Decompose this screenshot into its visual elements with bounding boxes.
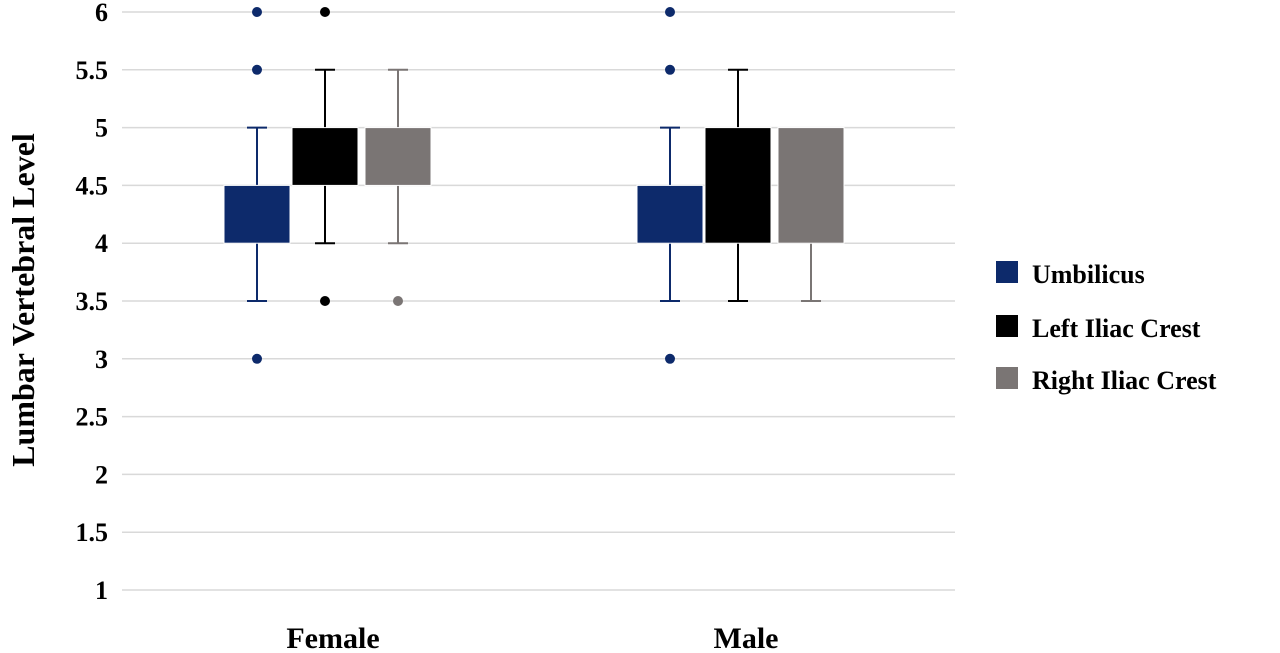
outlier-point [665,7,675,17]
legend-label: Left Iliac Crest [1032,314,1201,343]
outlier-point [252,7,262,17]
y-tick-label: 5 [95,114,108,143]
y-axis-ticks: 1 1.5 2 2.5 3 3.5 4 4.5 5 5.5 6 [76,0,109,605]
box-umbilicus-male [636,7,704,364]
box-body [364,127,432,186]
y-tick-label: 4 [95,229,108,258]
y-tick-label: 2.5 [76,403,109,432]
legend-item: Left Iliac Crest [996,314,1201,343]
y-tick-label: 5.5 [76,56,109,85]
box-right-iliac-crest-male [777,127,845,302]
box-right-iliac-crest-female [364,68,432,306]
y-tick-label: 1.5 [76,518,109,547]
box-body [291,127,359,186]
box-left-iliac-crest-male [704,68,772,302]
y-tick-label: 1 [95,576,108,605]
outlier-point [665,353,675,364]
y-axis-label: Lumbar Vertebral Level [5,133,41,467]
legend-label: Umbilicus [1032,260,1145,289]
box-left-iliac-crest-female [291,7,359,306]
outlier-point [252,64,262,75]
box-body [777,127,845,244]
box-body [636,184,704,244]
y-tick-label: 3.5 [76,287,109,316]
legend-swatch [996,261,1018,283]
x-category-label: Male [714,622,779,653]
legend-swatch [996,315,1018,337]
outlier-point [320,296,330,306]
box-body [704,127,772,244]
y-tick-label: 6 [95,0,108,27]
legend: Umbilicus Left Iliac Crest Right Iliac Cre… [996,260,1217,395]
y-tick-label: 4.5 [76,171,109,200]
y-tick-label: 3 [95,345,108,374]
legend-swatch [996,367,1018,389]
outlier-point [252,353,262,364]
y-tick-label: 2 [95,460,108,489]
x-category-label: Female [286,622,379,653]
box-plot-series [223,7,845,364]
outlier-point [665,64,675,75]
box-umbilicus-female [223,7,291,364]
outlier-point [393,296,403,306]
box-body [223,184,291,244]
outlier-point [320,7,330,17]
gridlines [122,11,955,591]
x-axis-categories: Female Male [286,622,778,653]
legend-item: Right Iliac Crest [996,366,1217,395]
legend-item: Umbilicus [996,260,1145,289]
legend-label: Right Iliac Crest [1032,366,1217,395]
